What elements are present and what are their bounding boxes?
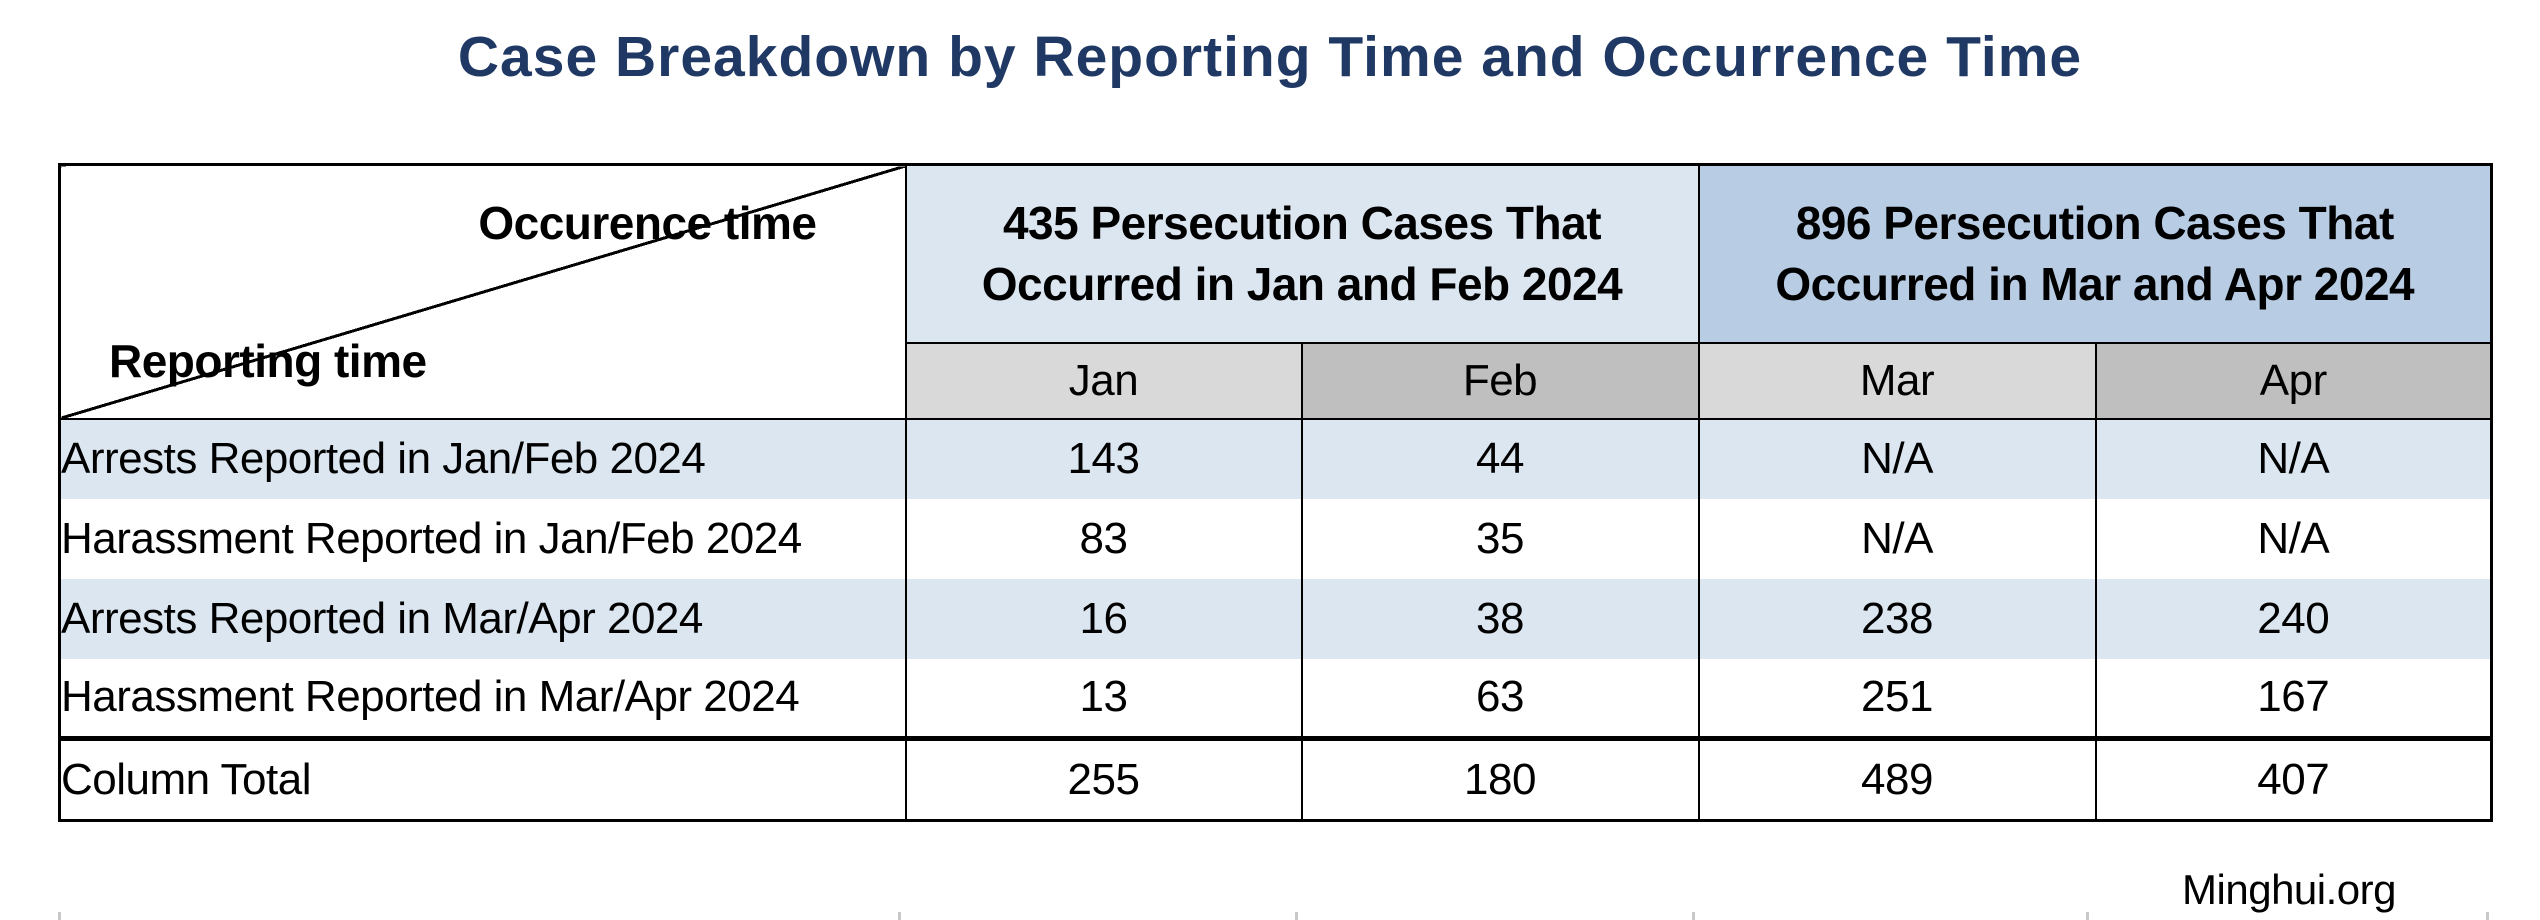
data-cell-mar: 238	[1697, 578, 2097, 659]
cropped-next-table-tick	[2086, 912, 2089, 920]
cropped-next-table-tick	[58, 912, 61, 920]
row-label: Arrests Reported in Mar/Apr 2024	[58, 578, 907, 659]
group-header-marapr: 896 Persecution Cases That Occurred in M…	[1697, 163, 2493, 344]
row-label: Arrests Reported in Jan/Feb 2024	[58, 418, 907, 499]
total-row-label: Column Total	[58, 736, 907, 822]
table-row-column-total: Column Total 255 180 489 407	[58, 736, 2493, 822]
data-cell-jan: 13	[904, 658, 1303, 739]
data-cell-mar: N/A	[1697, 498, 2097, 579]
data-cell-apr: 240	[2094, 578, 2493, 659]
cropped-next-table-tick	[2486, 912, 2489, 920]
data-cell-feb: 35	[1300, 498, 1700, 579]
occurrence-time-label: Occurence time	[478, 197, 817, 249]
group-header-janfeb-line1: 435 Persecution Cases That	[1002, 197, 1602, 250]
month-header-feb: Feb	[1300, 341, 1700, 420]
table-row-arrests-janfeb: Arrests Reported in Jan/Feb 2024 143 44 …	[58, 418, 2493, 499]
case-breakdown-table: Occurence time Reporting time 435 Persec…	[58, 163, 2493, 822]
month-header-row: Jan Feb Mar Apr	[60, 341, 2493, 420]
data-cell-mar: 251	[1697, 658, 2097, 739]
row-label: Harassment Reported in Jan/Feb 2024	[58, 498, 907, 579]
group-header-marapr-line2: Occurred in Mar and Apr 2024	[1775, 257, 2415, 310]
data-cell-apr: 167	[2094, 658, 2493, 739]
total-cell-apr: 407	[2094, 736, 2493, 822]
total-cell-feb: 180	[1300, 736, 1700, 822]
total-cell-jan: 255	[904, 736, 1303, 822]
table-row-harassment-janfeb: Harassment Reported in Jan/Feb 2024 83 3…	[58, 498, 2493, 579]
group-header-marapr-line1: 896 Persecution Cases That	[1795, 197, 2395, 250]
reporting-time-label: Reporting time	[109, 335, 427, 387]
source-attribution: Minghui.org	[2182, 866, 2396, 913]
data-cell-feb: 38	[1300, 578, 1700, 659]
month-header-jan: Jan	[904, 341, 1303, 420]
group-header-janfeb: 435 Persecution Cases That Occurred in J…	[904, 163, 1700, 344]
data-cell-jan: 143	[904, 418, 1303, 499]
data-cell-apr: N/A	[2094, 418, 2493, 499]
month-header-mar: Mar	[1697, 341, 2097, 420]
data-cell-jan: 83	[904, 498, 1303, 579]
row-label: Harassment Reported in Mar/Apr 2024	[58, 658, 907, 739]
data-cell-feb: 63	[1300, 658, 1700, 739]
data-cell-jan: 16	[904, 578, 1303, 659]
table-row-harassment-marapr: Harassment Reported in Mar/Apr 2024 13 6…	[58, 658, 2493, 739]
month-header-apr: Apr	[2094, 341, 2493, 420]
table-row-arrests-marapr: Arrests Reported in Mar/Apr 2024 16 38 2…	[58, 578, 2493, 659]
case-breakdown-table-wrap: Occurence time Reporting time 435 Persec…	[58, 163, 2493, 822]
corner-header-cell: Occurence time Reporting time	[58, 163, 907, 420]
cropped-next-table-tick	[898, 912, 901, 920]
data-cell-apr: N/A	[2094, 498, 2493, 579]
group-header-janfeb-line2: Occurred in Jan and Feb 2024	[981, 257, 1623, 310]
data-cell-mar: N/A	[1697, 418, 2097, 499]
total-cell-mar: 489	[1697, 736, 2097, 822]
cropped-next-table-tick	[1692, 912, 1695, 920]
data-cell-feb: 44	[1300, 418, 1700, 499]
cropped-next-table-tick	[1295, 912, 1298, 920]
header-group-row: Occurence time Reporting time 435 Persec…	[58, 163, 2493, 420]
page-title: Case Breakdown by Reporting Time and Occ…	[457, 25, 2083, 89]
